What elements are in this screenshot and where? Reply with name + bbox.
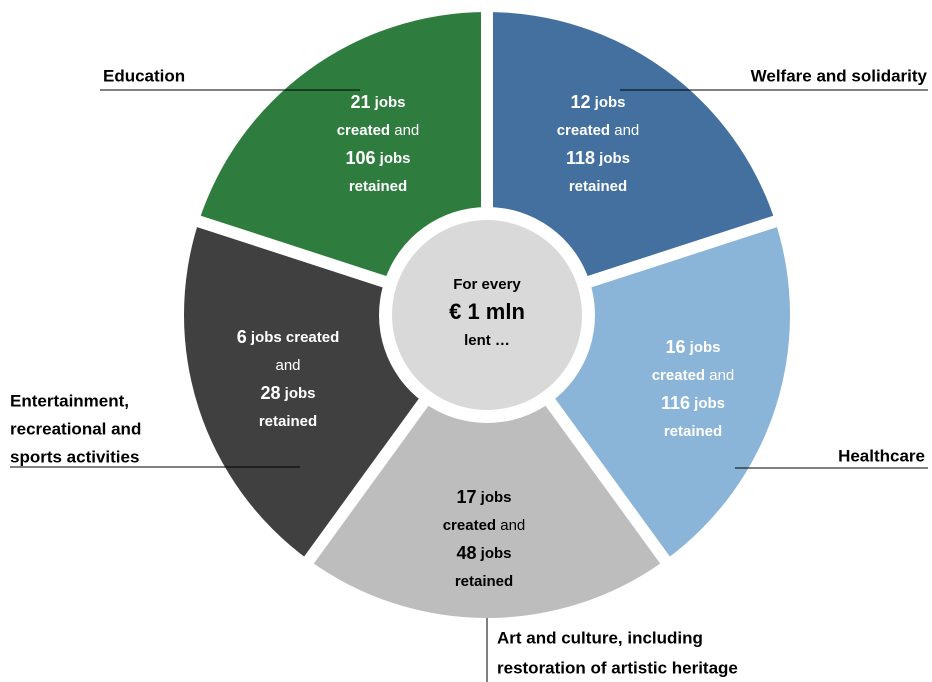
text-span: and xyxy=(390,122,419,139)
segment xyxy=(308,402,666,619)
segment-label: Art and culture, including xyxy=(497,628,703,647)
text-line: created and xyxy=(557,122,640,139)
text-span: 116 xyxy=(661,393,690,413)
text-line: 6 jobs created xyxy=(237,327,340,347)
text-span: 6 xyxy=(237,327,247,347)
text-line: created and xyxy=(337,122,420,139)
text-span: created xyxy=(557,122,610,139)
text-span: created xyxy=(652,367,705,384)
text-line: retained xyxy=(569,178,627,195)
text-span: jobs xyxy=(477,545,512,562)
text-span: jobs xyxy=(281,385,316,402)
text-line: 17 jobs xyxy=(456,487,511,507)
segment-label: Welfare and solidarity xyxy=(751,66,928,85)
text-span: jobs xyxy=(477,489,512,506)
segment xyxy=(198,12,487,282)
text-span: 12 xyxy=(570,92,590,112)
text-span: retained xyxy=(664,423,722,440)
text-span: 118 xyxy=(566,148,595,168)
text-line: retained xyxy=(455,573,513,590)
text-span: jobs xyxy=(371,94,406,111)
text-span: € 1 mln xyxy=(449,299,525,324)
text-span: retained xyxy=(259,413,317,430)
segment-label: restoration of artistic heritage xyxy=(497,658,738,677)
text-line: retained xyxy=(664,423,722,440)
text-span: jobs xyxy=(686,339,721,356)
text-span: and xyxy=(610,122,639,139)
text-span: jobs xyxy=(376,150,411,167)
text-span: 17 xyxy=(456,487,476,507)
text-span: 48 xyxy=(456,543,476,563)
text-span: retained xyxy=(349,178,407,195)
text-span: 21 xyxy=(350,92,370,112)
text-span: created xyxy=(337,122,390,139)
segment-label: recreational and xyxy=(10,419,141,438)
text-line: 28 jobs xyxy=(260,383,315,403)
text-line: 21 jobs xyxy=(350,92,405,112)
center-circle xyxy=(392,220,582,410)
text-span: retained xyxy=(455,573,513,590)
text-span: 28 xyxy=(260,383,280,403)
text-line: lent … xyxy=(464,332,510,349)
text-line: created and xyxy=(652,367,735,384)
text-line: 48 jobs xyxy=(456,543,511,563)
text-span: jobs xyxy=(595,150,630,167)
text-span: and xyxy=(496,517,525,534)
segment xyxy=(487,12,776,282)
text-span: For every xyxy=(453,276,521,293)
text-line: 12 jobs xyxy=(570,92,625,112)
segment-label: Entertainment, xyxy=(10,391,129,410)
text-span: jobs xyxy=(690,395,725,412)
text-line: 16 jobs xyxy=(665,337,720,357)
text-line: For every xyxy=(453,276,521,293)
text-span: retained xyxy=(569,178,627,195)
text-line: created and xyxy=(443,517,526,534)
segment-label: sports activities xyxy=(10,447,139,466)
text-line: 106 jobs xyxy=(345,148,410,168)
text-line: retained xyxy=(349,178,407,195)
text-line: and xyxy=(275,357,300,374)
text-line: retained xyxy=(259,413,317,430)
text-line: 118 jobs xyxy=(566,148,630,168)
text-span: jobs created xyxy=(247,329,340,346)
text-span: created xyxy=(443,517,496,534)
segment-label: Education xyxy=(103,66,185,85)
text-span: and xyxy=(705,367,734,384)
text-line: € 1 mln xyxy=(449,299,525,324)
text-span: 16 xyxy=(665,337,685,357)
text-span: lent … xyxy=(464,332,510,349)
text-span: jobs xyxy=(591,94,626,111)
segment-label: Healthcare xyxy=(838,446,925,465)
text-span: and xyxy=(275,357,300,374)
text-line: 116 jobs xyxy=(661,393,725,413)
text-span: 106 xyxy=(345,148,375,168)
